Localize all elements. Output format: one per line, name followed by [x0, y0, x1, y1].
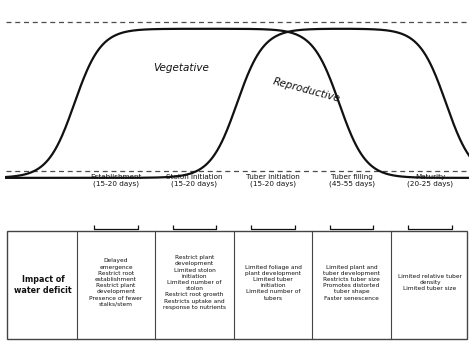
Text: Limited foliage and
plant development
Limited tuber
initiation
Limited number of: Limited foliage and plant development Li… [245, 265, 301, 301]
Text: Tuber initiation
(15-20 days): Tuber initiation (15-20 days) [246, 174, 300, 187]
Text: Impact of
water deficit: Impact of water deficit [14, 275, 72, 295]
Text: Vegetative: Vegetative [153, 63, 209, 73]
Text: Reproductive: Reproductive [272, 76, 341, 104]
Text: Limited relative tuber
density
Limited tuber size: Limited relative tuber density Limited t… [398, 274, 462, 291]
FancyBboxPatch shape [7, 231, 467, 339]
Text: Stolon initiation
(15-20 days): Stolon initiation (15-20 days) [166, 174, 223, 187]
Text: Establishment
(15-20 days): Establishment (15-20 days) [91, 174, 142, 187]
Text: Maturity
(20-25 days): Maturity (20-25 days) [407, 174, 453, 187]
Text: Delayed
emergence
Restrict root
establishment
Restrict plant
development
Presenc: Delayed emergence Restrict root establis… [90, 258, 143, 307]
Text: Limited plant and
tuber development
Restricts tuber size
Promotes distorted
tube: Limited plant and tuber development Rest… [323, 265, 380, 301]
Text: Tuber filling
(45-55 days): Tuber filling (45-55 days) [328, 174, 374, 187]
Text: Restrict plant
development
Limited stolon
initiation
Limited number of
stolon
Re: Restrict plant development Limited stolo… [163, 255, 226, 310]
